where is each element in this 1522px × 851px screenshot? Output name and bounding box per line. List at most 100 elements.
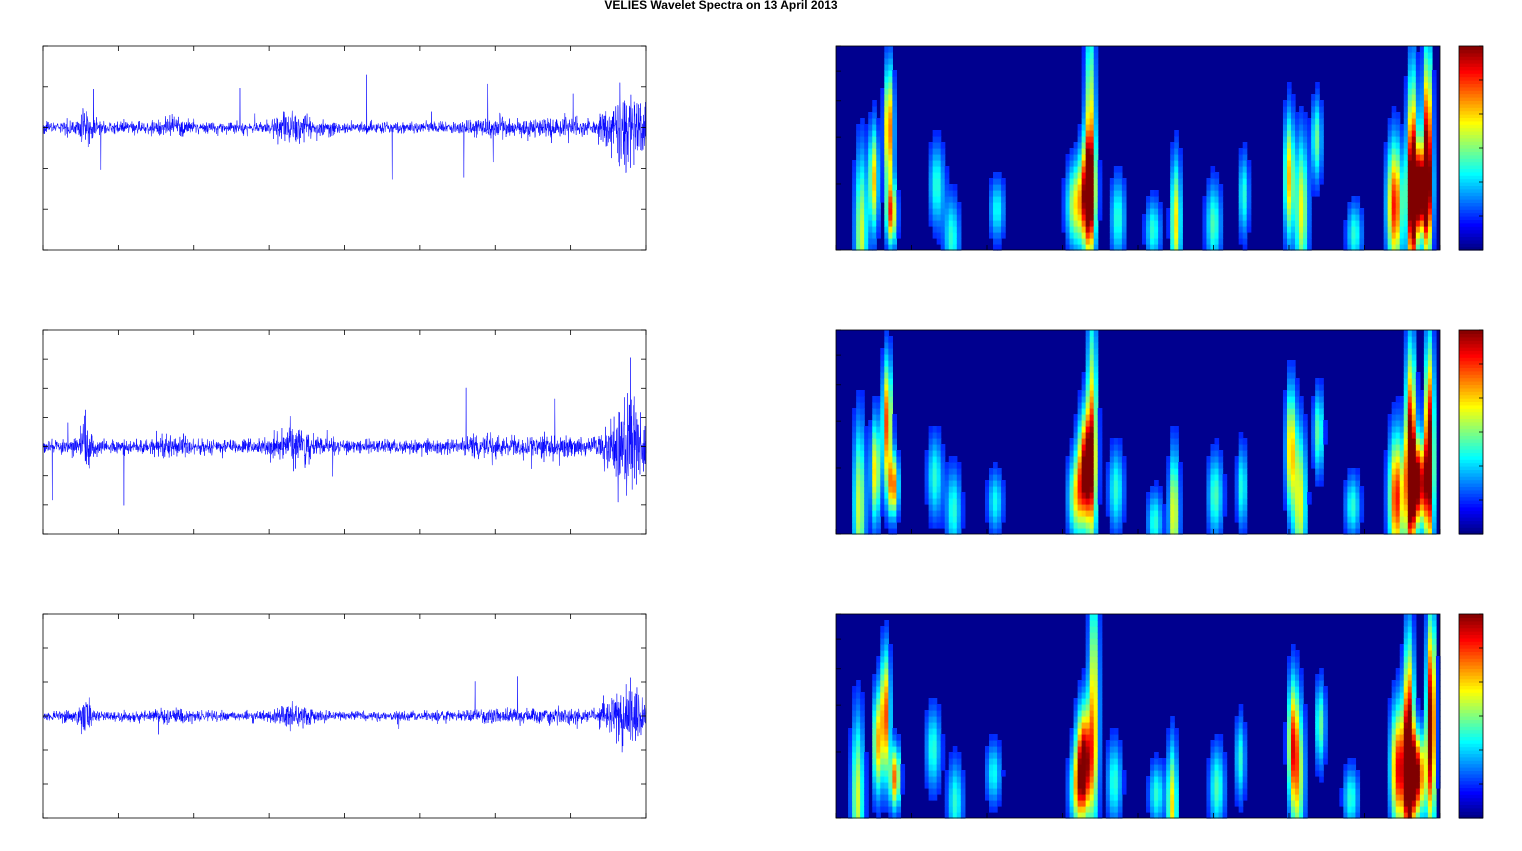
heatmap-cell bbox=[1178, 154, 1183, 161]
heatmap-cell bbox=[884, 662, 889, 669]
heatmap-cell bbox=[1291, 662, 1296, 669]
heatmap-cell bbox=[1299, 468, 1304, 475]
heatmap-cell bbox=[856, 184, 861, 191]
heatmap-cell bbox=[1355, 232, 1361, 239]
heatmap-cell bbox=[1415, 70, 1421, 77]
heatmap-cell bbox=[1081, 504, 1087, 511]
heatmap-cell bbox=[1427, 160, 1433, 167]
heatmap-cell bbox=[1093, 124, 1099, 131]
heatmap-cell bbox=[860, 516, 865, 523]
heatmap-cell bbox=[960, 498, 966, 505]
heatmap-cell bbox=[1395, 444, 1401, 451]
heatmap-cell bbox=[1307, 190, 1312, 197]
heatmap-cell bbox=[1174, 468, 1179, 475]
heatmap-cell bbox=[1399, 716, 1405, 723]
heatmap-cell bbox=[1242, 794, 1248, 801]
heatmap-cell bbox=[1073, 172, 1079, 179]
heatmap-cell bbox=[1077, 444, 1083, 451]
heatmap-cell bbox=[1218, 474, 1224, 481]
heatmap-cell bbox=[1387, 136, 1393, 143]
heatmap-cell bbox=[1246, 214, 1252, 221]
heatmap-cell bbox=[1419, 184, 1425, 191]
heatmap-cell bbox=[1085, 196, 1091, 203]
heatmap-cell bbox=[1419, 528, 1425, 535]
heatmap-cell bbox=[1238, 456, 1244, 463]
heatmap-cell bbox=[1431, 202, 1437, 209]
heatmap-cell bbox=[884, 620, 889, 627]
heatmap-cell bbox=[1403, 372, 1409, 379]
heatmap-cell bbox=[860, 420, 865, 427]
heatmap-cell bbox=[1295, 456, 1300, 463]
heatmap-cell bbox=[1411, 462, 1417, 469]
heatmap-cell bbox=[1431, 226, 1437, 233]
plots-layer bbox=[42, 45, 1484, 819]
colorbar-swatch bbox=[1459, 63, 1483, 67]
heatmap-cell bbox=[1093, 528, 1099, 535]
heatmap-cell bbox=[900, 776, 906, 783]
heatmap-cell bbox=[1081, 480, 1087, 487]
heatmap-cell bbox=[932, 516, 938, 523]
heatmap-cell bbox=[1403, 522, 1409, 529]
heatmap-cell bbox=[928, 438, 934, 445]
heatmap-cell bbox=[888, 492, 893, 499]
heatmap-cell bbox=[1391, 148, 1397, 155]
heatmap-cell bbox=[1315, 674, 1320, 681]
heatmap-cell bbox=[1085, 794, 1091, 801]
heatmap-cell bbox=[884, 758, 889, 765]
heatmap-cell bbox=[1399, 722, 1405, 729]
heatmap-cell bbox=[952, 794, 958, 801]
heatmap-cell bbox=[1093, 776, 1099, 783]
heatmap-cell bbox=[880, 468, 885, 475]
heatmap-cell bbox=[1407, 130, 1413, 137]
heatmap-cell bbox=[1109, 776, 1115, 783]
heatmap-cell bbox=[936, 444, 942, 451]
heatmap-cell bbox=[997, 220, 1002, 227]
heatmap-cell bbox=[1419, 190, 1425, 197]
heatmap-cell bbox=[932, 184, 938, 191]
heatmap-cell bbox=[1065, 196, 1071, 203]
heatmap-cell bbox=[1286, 142, 1292, 149]
heatmap-cell bbox=[1178, 178, 1183, 185]
heatmap-cell bbox=[932, 740, 938, 747]
heatmap-cell bbox=[872, 510, 877, 517]
heatmap-cell bbox=[1391, 154, 1397, 161]
heatmap-cell bbox=[872, 752, 877, 759]
heatmap-cell bbox=[1319, 462, 1324, 469]
colorbar-swatch bbox=[1459, 391, 1483, 396]
heatmap-cell bbox=[1391, 710, 1397, 717]
heatmap-cell bbox=[888, 342, 893, 349]
heatmap-cell bbox=[1073, 782, 1079, 789]
heatmap-cell bbox=[892, 474, 897, 481]
heatmap-cell bbox=[880, 656, 885, 663]
heatmap-cell bbox=[1061, 220, 1067, 227]
heatmap-cell bbox=[1085, 136, 1091, 143]
heatmap-cell bbox=[1323, 686, 1328, 693]
heatmap-cell bbox=[1121, 202, 1127, 209]
heatmap-cell bbox=[1423, 190, 1429, 197]
heatmap-cell bbox=[1097, 752, 1103, 759]
heatmap-cell bbox=[948, 504, 954, 511]
plot-area bbox=[43, 46, 646, 250]
heatmap-cell bbox=[892, 232, 897, 239]
heatmap-cell bbox=[1307, 172, 1312, 179]
colorbar-swatch bbox=[1459, 212, 1483, 217]
heatmap-cell bbox=[1407, 76, 1413, 83]
colorbar-swatch bbox=[1459, 185, 1483, 190]
heatmap-cell bbox=[896, 782, 902, 789]
heatmap-cell bbox=[940, 148, 946, 155]
heatmap-cell bbox=[872, 444, 877, 451]
heatmap-cell bbox=[1210, 450, 1216, 457]
heatmap-cell bbox=[1073, 196, 1079, 203]
heatmap-cell bbox=[1403, 94, 1409, 101]
heatmap-cell bbox=[888, 686, 893, 693]
heatmap-cell bbox=[1407, 740, 1413, 747]
heatmap-cell bbox=[1427, 740, 1433, 747]
heatmap-cell bbox=[856, 728, 861, 735]
heatmap-cell bbox=[1238, 788, 1244, 795]
heatmap-cell bbox=[868, 166, 873, 173]
heatmap-cell bbox=[1093, 232, 1099, 239]
heatmap-cell bbox=[1307, 118, 1312, 125]
heatmap-cell bbox=[1423, 214, 1429, 221]
heatmap-cell bbox=[1113, 504, 1119, 511]
heatmap-cell bbox=[1093, 100, 1099, 107]
